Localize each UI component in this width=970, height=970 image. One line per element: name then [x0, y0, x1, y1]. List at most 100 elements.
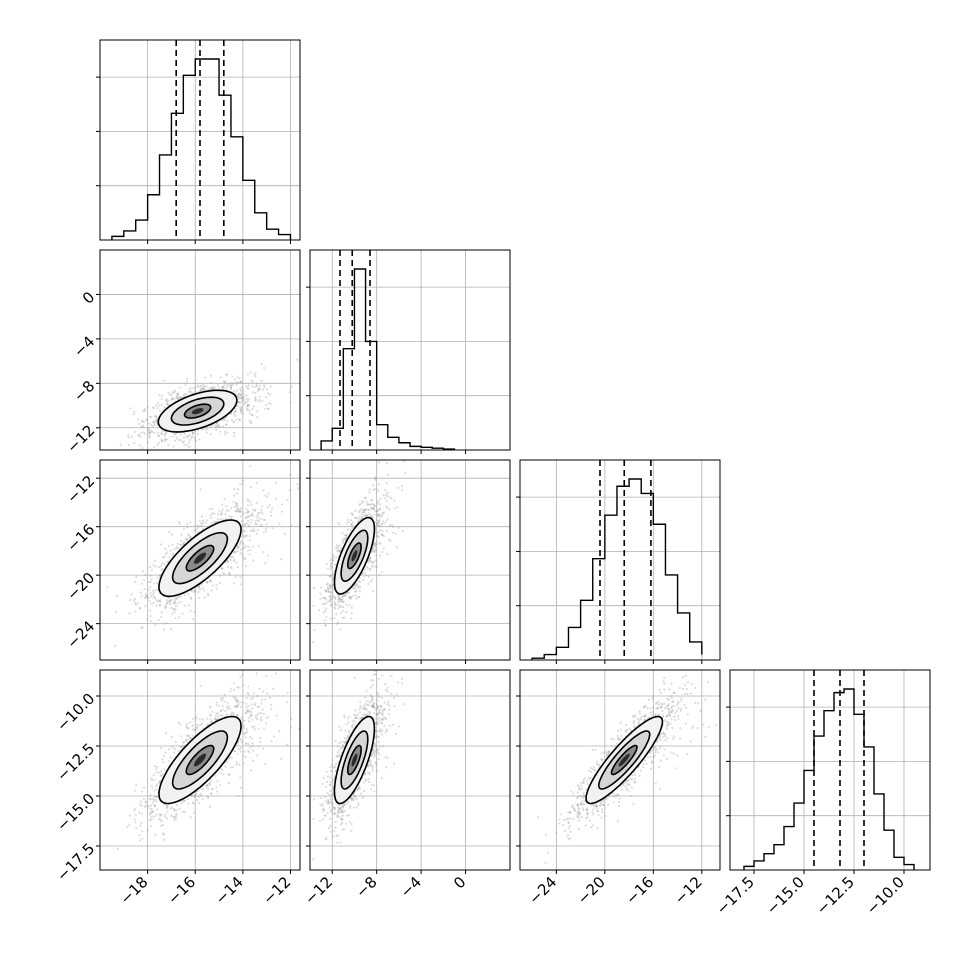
sample-point — [376, 512, 380, 516]
sample-point — [154, 418, 157, 421]
sample-point — [236, 504, 239, 507]
sample-point — [229, 558, 232, 562]
sample-point — [221, 704, 225, 708]
sample-point — [367, 567, 370, 570]
sample-point — [226, 384, 229, 387]
sample-point — [344, 594, 347, 597]
sample-point — [171, 391, 174, 394]
sample-point — [189, 438, 192, 442]
sample-point — [140, 790, 143, 793]
sample-point — [158, 434, 161, 437]
sample-point — [266, 692, 269, 695]
sample-point — [185, 377, 189, 380]
contour-line — [333, 516, 376, 595]
sample-point — [232, 500, 235, 503]
sample-point — [263, 518, 266, 522]
sample-point — [255, 384, 259, 387]
sample-point — [150, 578, 153, 581]
sample-point — [180, 543, 183, 547]
sample-point — [170, 533, 174, 536]
sample-point — [155, 767, 158, 771]
sample-point — [239, 380, 242, 384]
sample-point — [367, 512, 370, 515]
sample-point — [302, 507, 304, 509]
sample-point — [355, 584, 358, 587]
sample-point — [206, 519, 209, 522]
sample-point — [241, 684, 245, 687]
sample-point — [236, 547, 239, 550]
sample-point — [149, 585, 152, 589]
sample-point — [156, 795, 159, 798]
sample-point — [222, 380, 226, 383]
histogram-panel — [726, 669, 931, 874]
sample-point — [366, 508, 370, 511]
sample-point — [248, 514, 252, 517]
sample-point — [346, 528, 350, 531]
sample-point — [215, 790, 219, 793]
sample-point — [180, 802, 184, 805]
sample-point — [185, 723, 188, 726]
sample-point — [250, 413, 253, 417]
sample-point — [210, 720, 213, 724]
sample-point — [329, 587, 332, 590]
sample-point — [329, 598, 332, 601]
sample-point — [358, 511, 361, 514]
sample-point — [193, 387, 196, 390]
sample-point — [368, 556, 371, 559]
sample-point — [359, 518, 362, 521]
sample-point — [213, 423, 216, 427]
sample-point — [142, 410, 145, 413]
sample-point — [376, 502, 379, 505]
sample-point — [169, 600, 172, 603]
histogram-step — [320, 268, 456, 450]
sample-point — [175, 605, 178, 608]
sample-point — [262, 550, 265, 554]
sample-point — [197, 596, 200, 600]
sample-point — [379, 497, 382, 500]
sample-point — [146, 829, 149, 832]
sample-point — [339, 605, 342, 608]
sample-point — [154, 404, 158, 407]
sample-point — [386, 506, 389, 509]
sample-point — [164, 399, 168, 402]
sample-point — [198, 438, 201, 441]
sample-point — [350, 617, 353, 620]
sample-point — [197, 801, 200, 805]
sample-point — [343, 593, 346, 597]
sample-point — [164, 438, 167, 441]
sample-point — [223, 380, 226, 383]
sample-point — [364, 568, 367, 571]
sample-point — [301, 392, 303, 394]
sample-point — [257, 511, 260, 515]
sample-point — [246, 515, 250, 518]
sample-point — [208, 508, 211, 511]
sample-point — [247, 545, 250, 548]
sample-point — [167, 544, 171, 548]
sample-point — [148, 609, 152, 612]
sample-point — [247, 510, 250, 513]
sample-point — [323, 597, 326, 600]
sample-point — [200, 521, 203, 524]
sample-point — [216, 424, 219, 427]
sample-point — [221, 419, 224, 422]
sample-point — [207, 592, 210, 595]
sample-point — [241, 524, 245, 527]
sample-point — [319, 592, 322, 595]
sample-point — [374, 510, 377, 513]
sample-point — [234, 410, 237, 413]
sample-point — [358, 509, 361, 512]
sample-point — [209, 714, 213, 717]
sample-point — [199, 488, 202, 491]
sample-point — [230, 567, 233, 570]
sample-point — [238, 543, 242, 546]
sample-point — [370, 559, 373, 562]
sample-point — [247, 519, 250, 523]
sample-point — [386, 491, 389, 495]
sample-point — [375, 523, 378, 526]
sample-point — [149, 793, 152, 796]
sample-point — [353, 590, 357, 593]
sample-point — [260, 698, 263, 701]
sample-point — [236, 699, 239, 702]
sample-point — [340, 547, 343, 550]
sample-point — [149, 431, 152, 434]
